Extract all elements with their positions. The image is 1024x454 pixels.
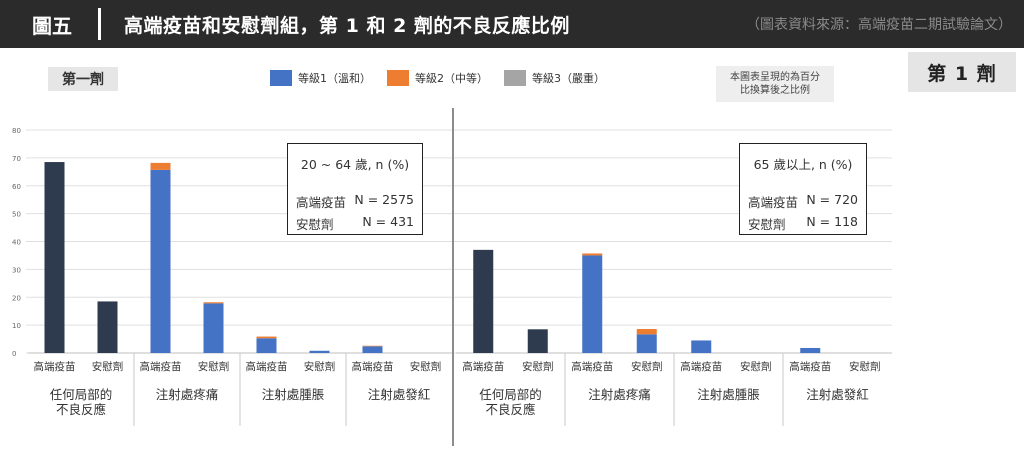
bar-total (473, 249, 494, 353)
percentage-note-line1: 本圖表呈現的為百分 (730, 72, 820, 83)
x-tick-label: 安慰劑 (740, 360, 772, 373)
bar-grade2 (150, 162, 171, 170)
legend-item-grade2: 等級2（中等） (387, 70, 488, 86)
legend-label-grade2: 等級2（中等） (415, 72, 488, 85)
info-box-adults: 20 ~ 64 歲, n (%) 高端疫苗 N = 2575 安慰劑 N = 4… (287, 143, 423, 235)
info-row-vaccine-label: 高端疫苗 (296, 195, 347, 210)
bar-grade1 (636, 334, 657, 353)
bar-grade2 (636, 329, 657, 335)
y-tick-label: 70 (12, 155, 21, 163)
category-label: 注射處腫脹 (262, 387, 325, 402)
x-tick-label: 安慰劑 (522, 360, 554, 373)
legend-swatch-grade1 (270, 70, 292, 86)
legend-label-grade3: 等級3（嚴重） (532, 72, 605, 85)
percentage-note-line2: 比換算後之比例 (740, 85, 810, 96)
figure-header: 圖五 高端疫苗和安慰劑組，第 1 和 2 劑的不良反應比例 （圖表資料來源：高端… (0, 0, 1024, 48)
category-label: 不良反應 (485, 402, 535, 417)
x-tick-label: 高端疫苗 (462, 360, 504, 373)
category-label: 注射處發紅 (368, 387, 431, 402)
info-row-vaccine-label: 高端疫苗 (748, 195, 799, 210)
info-row-placebo-label: 安慰劑 (748, 217, 786, 232)
legend-item-grade3: 等級3（嚴重） (504, 70, 605, 86)
info-row-placebo-value: N = 118 (806, 214, 858, 229)
x-tick-label: 高端疫苗 (140, 360, 182, 373)
info-row-placebo-value: N = 431 (362, 214, 414, 229)
bar-grade1 (800, 347, 821, 353)
info-box-adults-title: 20 ~ 64 歲, n (%) (300, 157, 410, 172)
y-tick-label: 0 (12, 350, 16, 358)
info-row-vaccine-value: N = 2575 (354, 192, 414, 207)
y-tick-label: 80 (12, 127, 21, 135)
y-tick-label: 50 (12, 211, 21, 219)
x-tick-label: 高端疫苗 (352, 360, 394, 373)
bar-grade1 (362, 346, 383, 353)
info-box-elderly: 65 歲以上, n (%) 高端疫苗 N = 720 安慰劑 N = 118 (739, 143, 867, 235)
category-label: 注射處發紅 (806, 387, 869, 402)
bar-grade2 (256, 336, 277, 339)
figure-title: 高端疫苗和安慰劑組，第 1 和 2 劑的不良反應比例 (124, 15, 570, 37)
info-row-placebo: 安慰劑 N = 431 (296, 214, 414, 233)
legend-swatch-grade2 (387, 70, 409, 86)
figure-number: 圖五 (32, 14, 72, 38)
dose-label: 第一劑 (48, 67, 118, 91)
category-label: 注射處腫脹 (697, 387, 760, 402)
info-row-vaccine: 高端疫苗 N = 2575 (296, 192, 414, 211)
legend-item-grade1: 等級1（溫和） (270, 70, 371, 86)
legend-swatch-grade3 (504, 70, 526, 86)
chart-legend: 等級1（溫和） 等級2（中等） 等級3（嚴重） (270, 70, 621, 86)
x-tick-label: 高端疫苗 (246, 360, 288, 373)
category-label: 注射處疼痛 (156, 387, 219, 402)
bar-total (527, 329, 548, 353)
y-tick-label: 60 (12, 183, 21, 191)
info-row-vaccine: 高端疫苗 N = 720 (748, 192, 858, 211)
info-row-vaccine-value: N = 720 (806, 192, 858, 207)
bar-grade1 (582, 255, 603, 353)
y-tick-label: 10 (12, 322, 21, 330)
info-row-placebo-label: 安慰劑 (296, 217, 334, 232)
bar-total (97, 301, 118, 353)
header-divider (98, 8, 101, 40)
figure-source: （圖表資料來源：高端疫苗二期試驗論文） (746, 17, 1012, 33)
x-tick-label: 高端疫苗 (789, 360, 831, 373)
info-row-placebo: 安慰劑 N = 118 (748, 214, 858, 233)
legend-label-grade1: 等級1（溫和） (298, 72, 371, 85)
category-label: 任何局部的 (50, 387, 113, 402)
x-tick-label: 安慰劑 (92, 360, 124, 373)
info-box-elderly-title: 65 歲以上, n (%) (753, 157, 853, 172)
x-tick-label: 安慰劑 (410, 360, 442, 373)
category-label: 注射處疼痛 (588, 387, 651, 402)
bar-grade2 (203, 302, 224, 304)
category-label: 任何局部的 (479, 387, 542, 402)
bar-grade2 (362, 345, 383, 347)
bar-total (44, 162, 65, 353)
bar-grade1 (150, 169, 171, 353)
percentage-note: 本圖表呈現的為百分 比換算後之比例 (716, 66, 834, 102)
category-label: 不良反應 (56, 402, 106, 417)
x-tick-label: 安慰劑 (304, 360, 336, 373)
x-tick-label: 安慰劑 (849, 360, 881, 373)
bar-grade1 (691, 340, 712, 353)
bar-grade1 (203, 303, 224, 353)
x-tick-label: 高端疫苗 (34, 360, 76, 373)
x-tick-label: 高端疫苗 (680, 360, 722, 373)
x-tick-label: 安慰劑 (198, 360, 230, 373)
y-tick-label: 30 (12, 266, 21, 274)
dose-tag: 第 1 劑 (908, 52, 1016, 92)
bar-grade1 (309, 350, 330, 353)
x-tick-label: 高端疫苗 (571, 360, 613, 373)
bar-grade1 (256, 338, 277, 353)
bar-grade2 (582, 253, 603, 256)
y-tick-label: 20 (12, 294, 21, 302)
x-tick-label: 安慰劑 (631, 360, 663, 373)
y-tick-label: 40 (12, 239, 21, 247)
